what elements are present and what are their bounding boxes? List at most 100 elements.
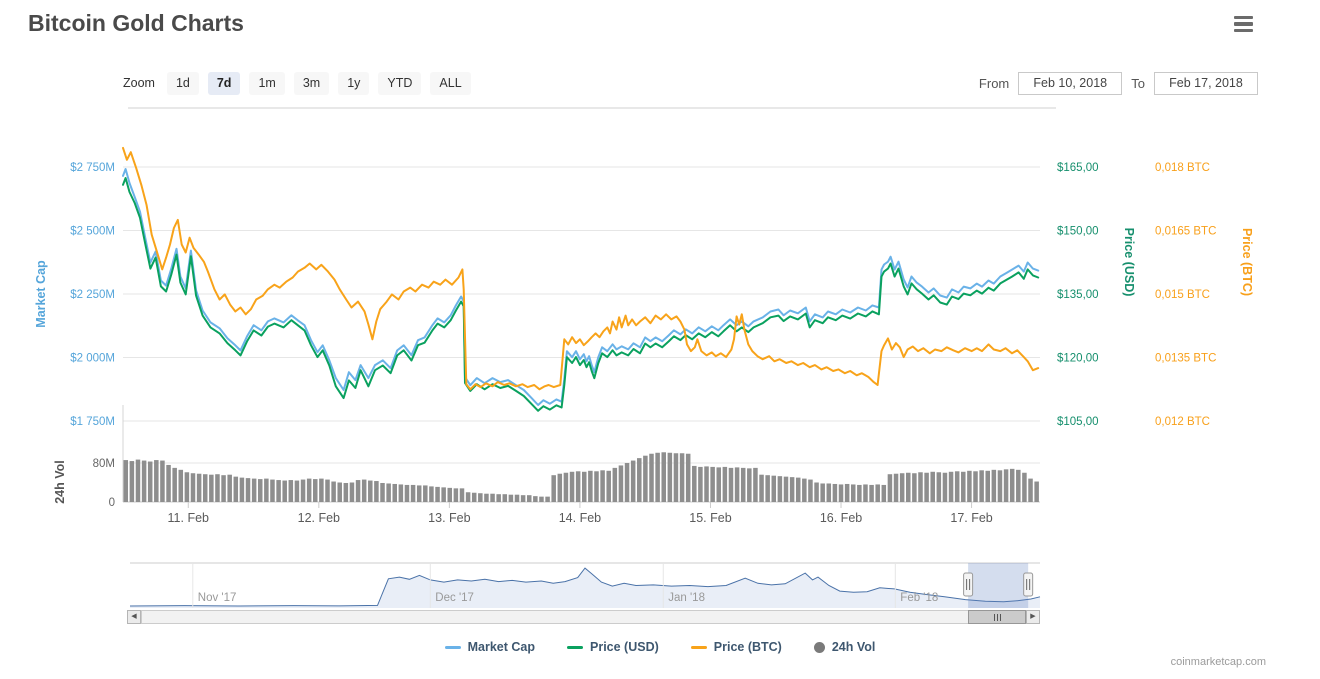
- volume-bar: [594, 471, 599, 502]
- volume-bar: [361, 479, 367, 502]
- y-axis-label-price-btc: 0,012 BTC: [1155, 416, 1210, 428]
- volume-bar: [954, 471, 960, 502]
- plot-area[interactable]: [123, 110, 1040, 502]
- volume-bar: [637, 458, 642, 502]
- scrollbar-left-arrow-icon[interactable]: ◀: [127, 610, 141, 624]
- volume-bar: [557, 473, 563, 502]
- volume-bar: [313, 479, 318, 502]
- volume-bar: [1022, 472, 1027, 502]
- hamburger-menu-icon[interactable]: [1234, 16, 1253, 32]
- volume-bar: [447, 487, 453, 502]
- volume-bar: [918, 472, 923, 502]
- navigator-left-handle[interactable]: [963, 572, 974, 597]
- volume-bar: [135, 459, 141, 502]
- volume-bar: [484, 493, 489, 502]
- zoom-label: Zoom: [123, 76, 155, 90]
- volume-bar: [221, 475, 226, 502]
- volume-bar: [679, 453, 685, 502]
- volume-bar: [319, 478, 324, 502]
- scrollbar-right-arrow-icon[interactable]: ▶: [1026, 610, 1040, 624]
- x-axis-label: 11. Feb: [168, 511, 210, 525]
- y-axis-title-market-cap: Market Cap: [34, 260, 48, 328]
- from-date-input[interactable]: [1018, 71, 1123, 95]
- zoom-button-1y[interactable]: 1y: [338, 71, 370, 95]
- volume-bar: [227, 474, 232, 502]
- to-date-input[interactable]: [1154, 71, 1258, 95]
- volume-bar: [973, 471, 978, 502]
- volume-bar: [502, 494, 508, 502]
- to-label: To: [1131, 75, 1145, 91]
- volume-bar: [129, 461, 135, 502]
- y-axis-label-price-usd: $165,00: [1057, 162, 1099, 174]
- navigator-line: [129, 567, 1041, 607]
- volume-bar: [496, 494, 501, 502]
- legend-item-24h-vol[interactable]: 24h Vol: [813, 640, 876, 654]
- page-title: Bitcoin Gold Charts: [28, 10, 244, 36]
- y-axis-label-volume: 0: [109, 497, 115, 509]
- volume-bar: [698, 466, 703, 502]
- navigator-month-label: Dec '17: [435, 592, 474, 604]
- volume-bar: [386, 483, 391, 502]
- volume-bar: [747, 468, 752, 502]
- handle-grip[interactable]: [963, 572, 974, 597]
- volume-bar: [202, 474, 208, 502]
- volume-bar: [270, 479, 275, 502]
- legend-item-market-cap[interactable]: Market Cap: [444, 640, 535, 654]
- volume-bar: [930, 471, 935, 502]
- volume-bar: [239, 477, 245, 502]
- volume-bar: [306, 478, 312, 502]
- legend-item-price-btc-[interactable]: Price (BTC): [690, 640, 782, 654]
- volume-bar: [539, 496, 544, 502]
- volume-bar: [783, 476, 789, 502]
- zoom-button-all[interactable]: ALL: [430, 71, 471, 95]
- zoom-button-1d[interactable]: 1d: [166, 71, 199, 95]
- volume-bar: [471, 492, 477, 502]
- volume-bar: [722, 466, 728, 502]
- legend-label: Price (USD): [590, 640, 659, 654]
- navigator-month-label: Nov '17: [198, 592, 237, 604]
- volume-bar: [410, 484, 416, 502]
- scrollbar-thumb[interactable]: [968, 610, 1026, 624]
- volume-bar: [178, 469, 184, 502]
- volume-bar: [618, 465, 624, 502]
- volume-bar: [209, 474, 214, 502]
- volume-bar: [624, 463, 630, 502]
- x-axis-label: 12. Feb: [298, 511, 340, 525]
- zoom-button-1m[interactable]: 1m: [249, 71, 285, 95]
- volume-bar: [141, 460, 147, 502]
- y-axis-label-price-usd: $120,00: [1057, 353, 1099, 365]
- volume-bar: [649, 453, 654, 502]
- volume-bar: [166, 464, 171, 502]
- volume-bar: [692, 465, 697, 502]
- zoom-button-ytd[interactable]: YTD: [378, 71, 422, 95]
- volume-bar: [655, 452, 660, 502]
- volume-bar: [251, 478, 257, 502]
- legend-item-price-usd-[interactable]: Price (USD): [567, 640, 659, 654]
- handle-grip[interactable]: [1023, 572, 1034, 597]
- legend-label: Market Cap: [467, 640, 535, 654]
- volume-bar: [264, 478, 269, 502]
- legend-marker-icon: [813, 641, 825, 653]
- volume-bar: [526, 495, 532, 502]
- x-axis-label: 17. Feb: [950, 511, 992, 525]
- chart-credit: coinmarketcap.com: [1170, 656, 1266, 668]
- x-axis-label: 16. Feb: [820, 511, 862, 525]
- zoom-button-7d[interactable]: 7d: [207, 71, 241, 95]
- y-axis-label-volume: 80M: [93, 458, 115, 470]
- volume-bar: [380, 482, 385, 502]
- volume-bar: [184, 472, 190, 502]
- zoom-button-3m[interactable]: 3m: [293, 71, 330, 95]
- legend-label: 24h Vol: [831, 640, 876, 654]
- navigator-selected-range[interactable]: [968, 563, 1029, 608]
- volume-bar: [441, 487, 446, 502]
- navigator[interactable]: [129, 562, 1041, 608]
- volume-bar: [765, 475, 770, 502]
- volume-bar: [808, 479, 813, 502]
- navigator-right-handle[interactable]: [1023, 572, 1034, 597]
- volume-bar: [661, 452, 666, 502]
- volume-bar: [759, 474, 764, 502]
- volume-bar: [123, 460, 129, 502]
- scrollbar-track[interactable]: [141, 610, 1026, 624]
- volume-bar: [294, 480, 300, 502]
